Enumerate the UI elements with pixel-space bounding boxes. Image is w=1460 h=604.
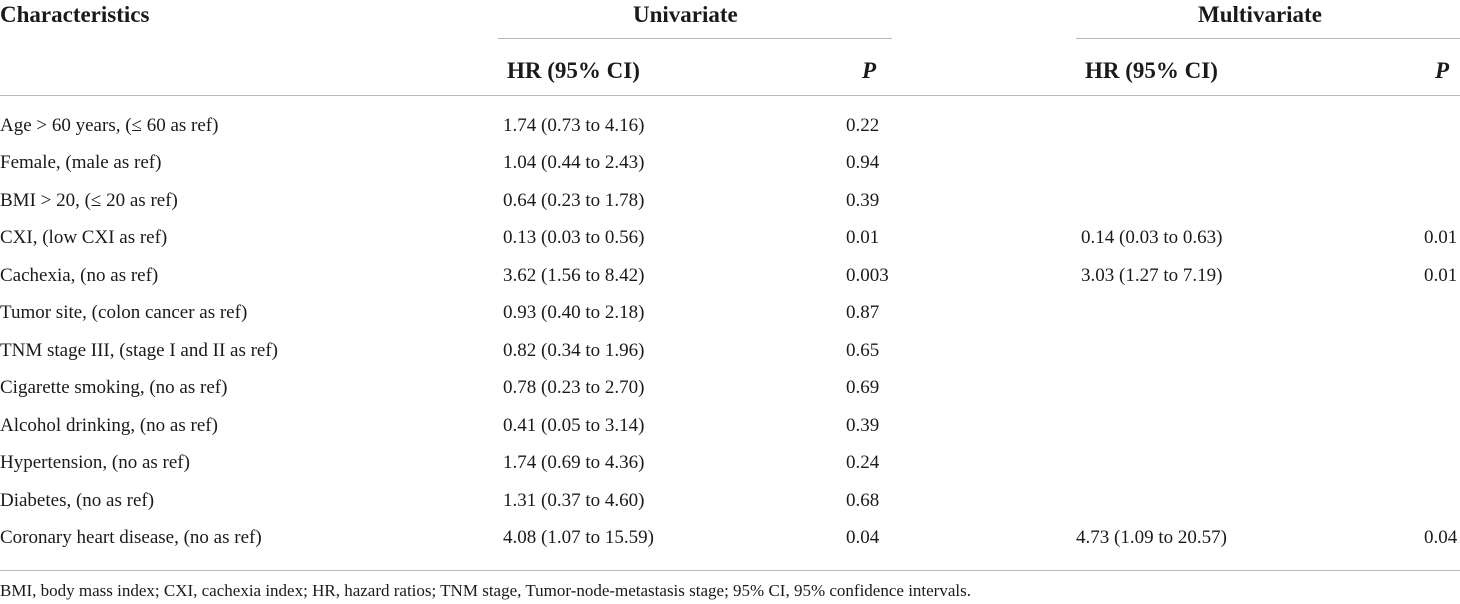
header-rule: [0, 95, 1460, 96]
row-label: BMI > 20, (≤ 20 as ref): [0, 190, 178, 211]
univariate-p-cell: 0.01: [846, 227, 880, 248]
univariate-p-cell: 0.003: [846, 265, 889, 286]
univariate-group-rule: [498, 38, 892, 39]
multivariate-p-cell: 0.01: [1424, 265, 1458, 286]
multivariate-hr-cell: 0.14 (0.03 to 0.63): [1081, 227, 1223, 248]
univariate-hr-cell: 0.93 (0.40 to 2.18): [503, 302, 645, 323]
univariate-hr-cell: 3.62 (1.56 to 8.42): [503, 265, 645, 286]
table-bottom-rule: [0, 570, 1460, 571]
univariate-p-cell: 0.39: [846, 415, 880, 436]
row-label: Hypertension, (no as ref): [0, 452, 190, 473]
univariate-p-cell: 0.24: [846, 452, 880, 473]
univariate-p-cell: 0.94: [846, 152, 880, 173]
header-univariate-p: P: [862, 58, 877, 83]
univariate-hr-cell: 0.78 (0.23 to 2.70): [503, 377, 645, 398]
multivariate-hr-cell: 4.73 (1.09 to 20.57): [1076, 527, 1227, 548]
row-label: Female, (male as ref): [0, 152, 162, 173]
row-label: Alcohol drinking, (no as ref): [0, 415, 218, 436]
header-multivariate-hr: HR (95% CI): [1085, 58, 1218, 83]
row-label: Coronary heart disease, (no as ref): [0, 527, 262, 548]
row-label: Cachexia, (no as ref): [0, 265, 159, 286]
row-label: Age > 60 years, (≤ 60 as ref): [0, 115, 219, 136]
row-label: Tumor site, (colon cancer as ref): [0, 302, 248, 323]
univariate-hr-cell: 1.74 (0.73 to 4.16): [503, 115, 645, 136]
header-univariate-hr: HR (95% CI): [507, 58, 640, 83]
multivariate-p-cell: 0.01: [1424, 227, 1458, 248]
header-multivariate: Multivariate: [1198, 2, 1322, 27]
univariate-hr-cell: 0.82 (0.34 to 1.96): [503, 340, 645, 361]
univariate-p-cell: 0.87: [846, 302, 880, 323]
univariate-hr-cell: 1.74 (0.69 to 4.36): [503, 452, 645, 473]
multivariate-p-cell: 0.04: [1424, 527, 1458, 548]
univariate-hr-cell: 0.41 (0.05 to 3.14): [503, 415, 645, 436]
multivariate-hr-cell: 3.03 (1.27 to 7.19): [1081, 265, 1223, 286]
univariate-p-cell: 0.65: [846, 340, 880, 361]
multivariate-group-rule: [1076, 38, 1460, 39]
table-footnote: BMI, body mass index; CXI, cachexia inde…: [0, 581, 971, 600]
header-characteristics: Characteristics: [0, 2, 150, 27]
univariate-p-cell: 0.69: [846, 377, 880, 398]
row-label: Cigarette smoking, (no as ref): [0, 377, 228, 398]
univariate-p-cell: 0.22: [846, 115, 880, 136]
header-multivariate-p: P: [1435, 58, 1450, 83]
univariate-hr-cell: 1.04 (0.44 to 2.43): [503, 152, 645, 173]
univariate-hr-cell: 1.31 (0.37 to 4.60): [503, 490, 645, 511]
univariate-hr-cell: 4.08 (1.07 to 15.59): [503, 527, 654, 548]
row-label: TNM stage III, (stage I and II as ref): [0, 340, 279, 361]
row-label: CXI, (low CXI as ref): [0, 227, 168, 248]
univariate-hr-cell: 0.13 (0.03 to 0.56): [503, 227, 645, 248]
univariate-hr-cell: 0.64 (0.23 to 1.78): [503, 190, 645, 211]
row-label: Diabetes, (no as ref): [0, 490, 155, 511]
univariate-p-cell: 0.04: [846, 527, 880, 548]
univariate-p-cell: 0.68: [846, 490, 880, 511]
header-univariate: Univariate: [633, 2, 738, 27]
univariate-p-cell: 0.39: [846, 190, 880, 211]
